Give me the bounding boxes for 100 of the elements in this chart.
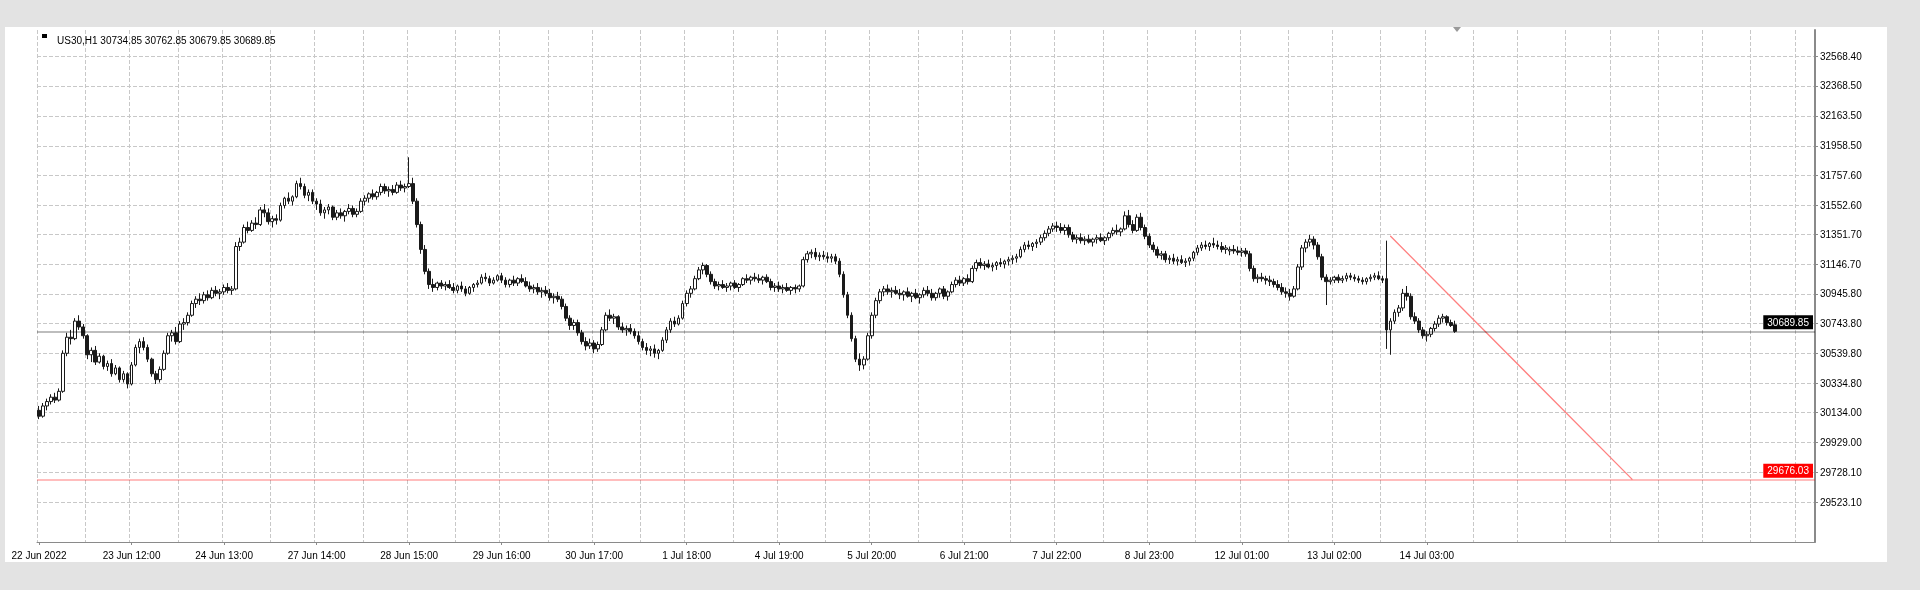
candlestick: [1425, 330, 1429, 343]
candlestick: [496, 273, 499, 283]
candlestick: [588, 338, 592, 350]
y-tick-label: 31351.70: [1820, 229, 1863, 241]
candlestick: [616, 314, 620, 331]
candlestick: [721, 279, 725, 290]
candlestick: [178, 320, 182, 344]
candlestick: [1340, 275, 1344, 284]
candlestick: [435, 281, 439, 291]
x-tick-label: 5 Jul 20:00: [847, 549, 897, 561]
candlestick: [1349, 272, 1352, 281]
candlestick: [777, 281, 781, 293]
candlestick: [773, 282, 777, 293]
candlestick: [307, 188, 310, 202]
candlestick: [1437, 314, 1441, 328]
candlestick: [1159, 250, 1163, 261]
candlestick: [210, 286, 214, 300]
candlestick: [906, 286, 910, 299]
y-tick-label: 30945.80: [1820, 288, 1863, 300]
candlestick: [1067, 224, 1071, 239]
x-tick-label: 6 Jul 21:00: [939, 549, 990, 561]
candlestick: [250, 219, 254, 233]
candlestick: [978, 257, 982, 269]
candlestick: [1163, 250, 1167, 264]
candlestick: [387, 186, 391, 198]
candlestick: [37, 405, 41, 420]
candlestick: [480, 273, 483, 286]
candlestick: [447, 279, 451, 290]
candlestick: [122, 370, 125, 384]
candlestick: [451, 282, 455, 294]
candlestick: [1373, 272, 1376, 281]
candlestick: [818, 251, 821, 262]
candlestick: [391, 184, 395, 196]
candlestick: [958, 275, 962, 287]
candlestick: [749, 275, 753, 286]
candlestick: [1019, 246, 1022, 259]
candlestick: [999, 257, 1002, 268]
candlestick: [41, 402, 45, 419]
candlestick: [1236, 246, 1240, 256]
candlestick: [118, 365, 121, 384]
y-tick-label: 32568.40: [1820, 51, 1863, 63]
candlestick: [472, 282, 475, 293]
candlestick: [1075, 234, 1079, 245]
candlestick: [1079, 232, 1083, 245]
x-tick-label: 7 Jul 22:00: [1032, 549, 1082, 561]
candlestick: [266, 207, 270, 226]
x-tick-label: 12 Jul 01:00: [1214, 549, 1270, 561]
candlestick: [399, 180, 403, 192]
candlestick: [1055, 221, 1059, 233]
candlestick: [1176, 256, 1179, 267]
y-tick-label: 29728.10: [1820, 466, 1863, 478]
candlestick: [287, 191, 290, 205]
candlestick: [552, 292, 556, 305]
candlestick: [809, 248, 813, 259]
y-tick-label: 30134.00: [1820, 407, 1863, 419]
candlestick: [1204, 240, 1207, 250]
candlestick: [1027, 240, 1030, 250]
candlestick: [439, 279, 443, 290]
candlestick: [1280, 282, 1284, 296]
candlestick: [637, 330, 640, 346]
candlestick: [753, 272, 757, 283]
candlestick: [995, 260, 998, 271]
x-tick-label: 8 Jul 23:00: [1124, 549, 1175, 561]
candlestick: [1288, 288, 1292, 302]
candlestick: [725, 282, 729, 293]
candlestick: [73, 317, 77, 341]
candlestick: [516, 276, 520, 287]
chart-title: US30,H1 30734.85 30762.85 30679.85 30689.85: [57, 34, 276, 46]
candlestick: [1059, 222, 1063, 234]
candlestick: [443, 281, 447, 291]
candlestick: [218, 288, 222, 300]
candlestick: [331, 205, 335, 221]
candlestick: [226, 282, 230, 294]
candlestick: [1377, 270, 1380, 281]
candlestick: [1220, 241, 1224, 253]
y-tick-label: 32163.50: [1820, 110, 1863, 122]
candlestick: [761, 275, 765, 286]
candlestick: [930, 288, 934, 302]
candlestick: [1003, 259, 1006, 269]
candlestick: [93, 345, 97, 366]
candlestick: [1031, 241, 1034, 252]
candlestick: [214, 285, 218, 297]
candlestick: [379, 183, 383, 196]
candlestick: [500, 272, 503, 284]
candlestick: [1184, 257, 1187, 268]
candlestick: [528, 281, 532, 293]
candlestick: [1336, 273, 1340, 284]
candlestick: [206, 289, 210, 302]
y-tick-label: 29929.00: [1820, 437, 1863, 449]
y-tick-label: 29523.10: [1820, 496, 1863, 508]
candlestick: [1268, 275, 1272, 287]
candlestick: [592, 339, 596, 354]
candlestick: [395, 181, 399, 195]
y-tick-label: 31757.60: [1820, 169, 1863, 181]
candlestick: [1180, 254, 1183, 265]
candlestick: [536, 282, 540, 296]
candlestick: [319, 199, 322, 217]
x-tick-label: 30 Jun 17:00: [565, 549, 624, 561]
candlestick: [512, 275, 516, 287]
candlestick: [548, 288, 552, 302]
